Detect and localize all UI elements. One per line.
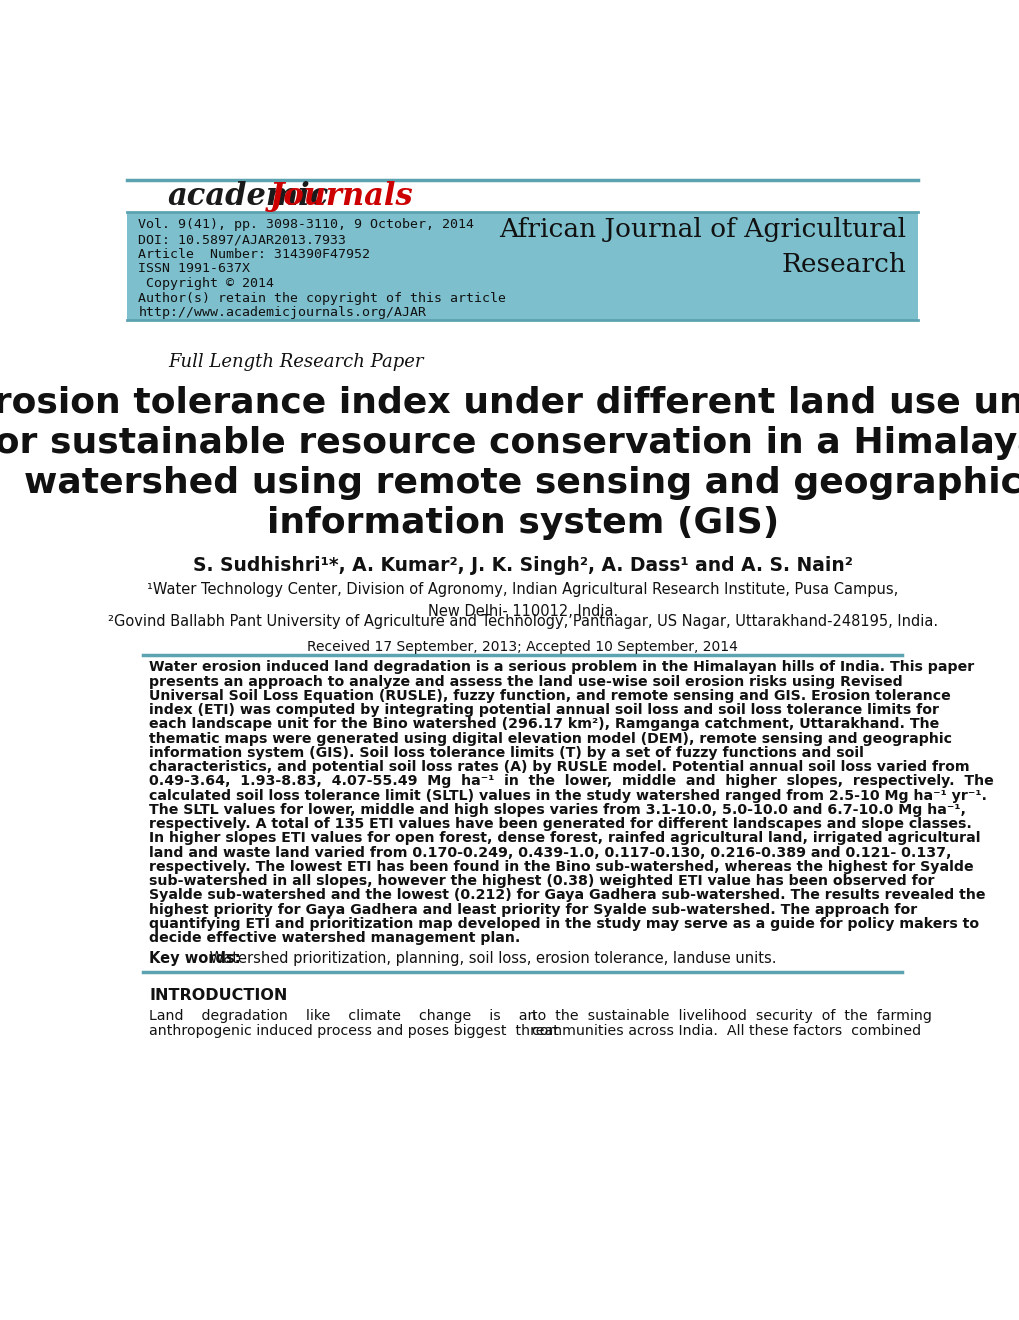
- Text: Journals: Journals: [269, 181, 413, 213]
- Text: thematic maps were generated using digital elevation model (DEM), remote sensing: thematic maps were generated using digit…: [149, 731, 952, 746]
- Text: Copyright © 2014: Copyright © 2014: [139, 277, 274, 290]
- Text: In higher slopes ETI values for open forest, dense forest, rainfed agricultural : In higher slopes ETI values for open for…: [149, 832, 979, 845]
- Text: information system (GIS): information system (GIS): [266, 506, 779, 540]
- Text: anthropogenic induced process and poses biggest  threat: anthropogenic induced process and poses …: [149, 1024, 558, 1038]
- Text: academic: academic: [168, 181, 329, 213]
- Text: index (ETI) was computed by integrating potential annual soil loss and soil loss: index (ETI) was computed by integrating …: [149, 704, 938, 717]
- Text: ISSN 1991-637X: ISSN 1991-637X: [139, 263, 250, 276]
- Text: The SLTL values for lower, middle and high slopes varies from 3.1-10.0, 5.0-10.0: The SLTL values for lower, middle and hi…: [149, 803, 965, 817]
- Text: sub-watershed in all slopes, however the highest (0.38) weighted ETI value has b: sub-watershed in all slopes, however the…: [149, 874, 933, 888]
- Text: Author(s) retain the copyright of this article: Author(s) retain the copyright of this a…: [139, 292, 505, 305]
- Text: Universal Soil Loss Equation (RUSLE), fuzzy function, and remote sensing and GIS: Universal Soil Loss Equation (RUSLE), fu…: [149, 689, 950, 704]
- Text: each landscape unit for the Bino watershed (296.17 km²), Ramganga catchment, Utt: each landscape unit for the Bino watersh…: [149, 718, 938, 731]
- Text: Article  Number: 314390F47952: Article Number: 314390F47952: [139, 248, 370, 261]
- Text: respectively. The lowest ETI has been found in the Bino sub-watershed, whereas t: respectively. The lowest ETI has been fo…: [149, 859, 973, 874]
- Text: DOI: 10.5897/AJAR2013.7933: DOI: 10.5897/AJAR2013.7933: [139, 234, 346, 246]
- Text: land and waste land varied from 0.170-0.249, 0.439-1.0, 0.117-0.130, 0.216-0.389: land and waste land varied from 0.170-0.…: [149, 846, 951, 859]
- Text: Received 17 September, 2013; Accepted 10 September, 2014: Received 17 September, 2013; Accepted 10…: [307, 640, 738, 655]
- Text: respectively. A total of 135 ETI values have been generated for different landsc: respectively. A total of 135 ETI values …: [149, 817, 971, 832]
- Text: Watershed prioritization, planning, soil loss, erosion tolerance, landuse units.: Watershed prioritization, planning, soil…: [205, 952, 775, 966]
- Text: Vol. 9(41), pp. 3098-3110, 9 October, 2014: Vol. 9(41), pp. 3098-3110, 9 October, 20…: [139, 218, 474, 231]
- Text: highest priority for Gaya Gadhera and least priority for Syalde sub-watershed. T: highest priority for Gaya Gadhera and le…: [149, 903, 916, 916]
- Text: Full Length Research Paper: Full Length Research Paper: [168, 354, 423, 371]
- Text: Key words:: Key words:: [149, 952, 240, 966]
- Text: watershed using remote sensing and geographic: watershed using remote sensing and geogr…: [23, 466, 1019, 500]
- Text: African Journal of Agricultural
Research: African Journal of Agricultural Research: [499, 216, 906, 277]
- Text: 0.49-3.64,  1.93-8.83,  4.07-55.49  Mg  ha⁻¹  in  the  lower,  middle  and  high: 0.49-3.64, 1.93-8.83, 4.07-55.49 Mg ha⁻¹…: [149, 775, 993, 788]
- Text: Water erosion induced land degradation is a serious problem in the Himalayan hil: Water erosion induced land degradation i…: [149, 660, 973, 675]
- Text: ²Govind Ballabh Pant University of Agriculture and Technology, Pantnagar, US Nag: ²Govind Ballabh Pant University of Agric…: [108, 614, 936, 630]
- Text: ¹Water Technology Center, Division of Agronomy, Indian Agricultural Research Ins: ¹Water Technology Center, Division of Ag…: [147, 582, 898, 619]
- Text: decide effective watershed management plan.: decide effective watershed management pl…: [149, 931, 520, 945]
- Text: characteristics, and potential soil loss rates (A) by RUSLE model. Potential ann: characteristics, and potential soil loss…: [149, 760, 969, 774]
- Bar: [127, 213, 917, 321]
- Text: quantifying ETI and prioritization map developed in the study may serve as a gui: quantifying ETI and prioritization map d…: [149, 917, 978, 931]
- Text: information system (GIS). Soil loss tolerance limits (T) by a set of fuzzy funct: information system (GIS). Soil loss tole…: [149, 746, 863, 760]
- Text: calculated soil loss tolerance limit (SLTL) values in the study watershed ranged: calculated soil loss tolerance limit (SL…: [149, 788, 986, 803]
- Text: communities across India.  All these factors  combined: communities across India. All these fact…: [532, 1024, 920, 1038]
- Text: Erosion tolerance index under different land use units: Erosion tolerance index under different …: [0, 385, 1019, 420]
- Text: to  the  sustainable  livelihood  security  of  the  farming: to the sustainable livelihood security o…: [532, 1010, 931, 1023]
- Text: presents an approach to analyze and assess the land use-wise soil erosion risks : presents an approach to analyze and asse…: [149, 675, 902, 689]
- Text: INTRODUCTION: INTRODUCTION: [149, 987, 287, 1003]
- Text: Syalde sub-watershed and the lowest (0.212) for Gaya Gadhera sub-watershed. The : Syalde sub-watershed and the lowest (0.2…: [149, 888, 984, 903]
- Text: http://www.academicjournals.org/AJAR: http://www.academicjournals.org/AJAR: [139, 306, 426, 319]
- Text: Land    degradation    like    climate    change    is    an: Land degradation like climate change is …: [149, 1010, 536, 1023]
- Text: S. Sudhishri¹*, A. Kumar², J. K. Singh², A. Dass¹ and A. S. Nain²: S. Sudhishri¹*, A. Kumar², J. K. Singh²,…: [193, 556, 852, 574]
- Text: for sustainable resource conservation in a Himalayan: for sustainable resource conservation in…: [0, 425, 1019, 459]
